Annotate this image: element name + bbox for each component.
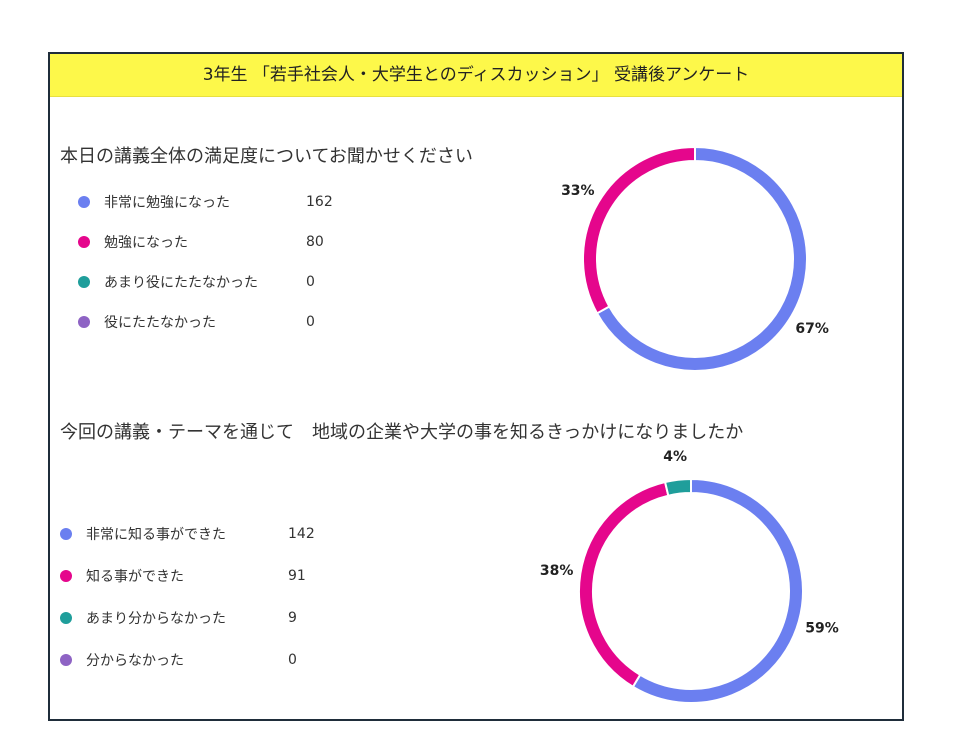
legend-dot [78,196,90,208]
legend-dot [78,316,90,328]
legend-label: あまり役にたたなかった [104,275,258,291]
legend-item: 分からなかった 0 [60,650,297,670]
question-1-title: 本日の講義全体の満足度についてお聞かせください [60,146,473,167]
legend-count: 80 [306,234,324,250]
question-1-donut-chart: 67% 33% [561,145,829,372]
legend-item: 非常に知る事ができた 142 [60,524,315,544]
question-1-legend: 非常に勉強になった 162 勉強になった 80 あまり役にたたなかった 0 役に… [78,192,378,342]
legend-item: 勉強になった 80 [78,232,324,252]
donut-slice [631,477,804,704]
legend-label: 役にたたなかった [104,315,216,331]
slice-percent-label: 33% [561,183,595,199]
donut-slice [578,480,670,689]
legend-label: 非常に勉強になった [104,195,230,211]
page-title: 3年生 「若手社会人・大学生とのディスカッション」 受講後アンケート [50,54,902,97]
question-2-donut-chart: 59% 38% 4% [540,449,839,704]
legend-item: あまり分からなかった 9 [60,608,297,628]
legend-label: 非常に知る事ができた [86,527,226,543]
legend-item: 知る事ができた 91 [60,566,306,586]
legend-count: 91 [288,568,306,584]
donut-slice [663,477,692,497]
legend-dot [78,276,90,288]
legend-count: 142 [288,526,315,542]
legend-item: 役にたたなかった 0 [78,312,315,332]
legend-count: 0 [306,314,315,330]
legend-count: 9 [288,610,297,626]
slice-percent-label: 4% [663,449,687,465]
legend-count: 0 [306,274,315,290]
legend-item: 非常に勉強になった 162 [78,192,333,212]
legend-label: 知る事ができた [86,569,184,585]
slice-percent-label: 38% [540,563,574,579]
legend-dot [60,654,72,666]
legend-count: 162 [306,194,333,210]
slice-percent-label: 67% [795,321,829,337]
legend-dot [60,612,72,624]
question-2-legend: 非常に知る事ができた 142 知る事ができた 91 あまり分からなかった 9 分… [60,524,360,674]
slice-percent-label: 59% [805,621,839,637]
legend-count: 0 [288,652,297,668]
survey-panel: 3年生 「若手社会人・大学生とのディスカッション」 受講後アンケート 本日の講義… [48,52,904,721]
legend-dot [78,236,90,248]
legend-label: 勉強になった [104,235,188,251]
legend-label: あまり分からなかった [86,611,226,627]
question-2-title: 今回の講義・テーマを通じて 地域の企業や大学の事を知るきっかけになりましたか [60,422,744,443]
legend-dot [60,570,72,582]
legend-item: あまり役にたたなかった 0 [78,272,315,292]
legend-label: 分からなかった [86,653,184,669]
donut-slice [582,145,696,315]
legend-dot [60,528,72,540]
